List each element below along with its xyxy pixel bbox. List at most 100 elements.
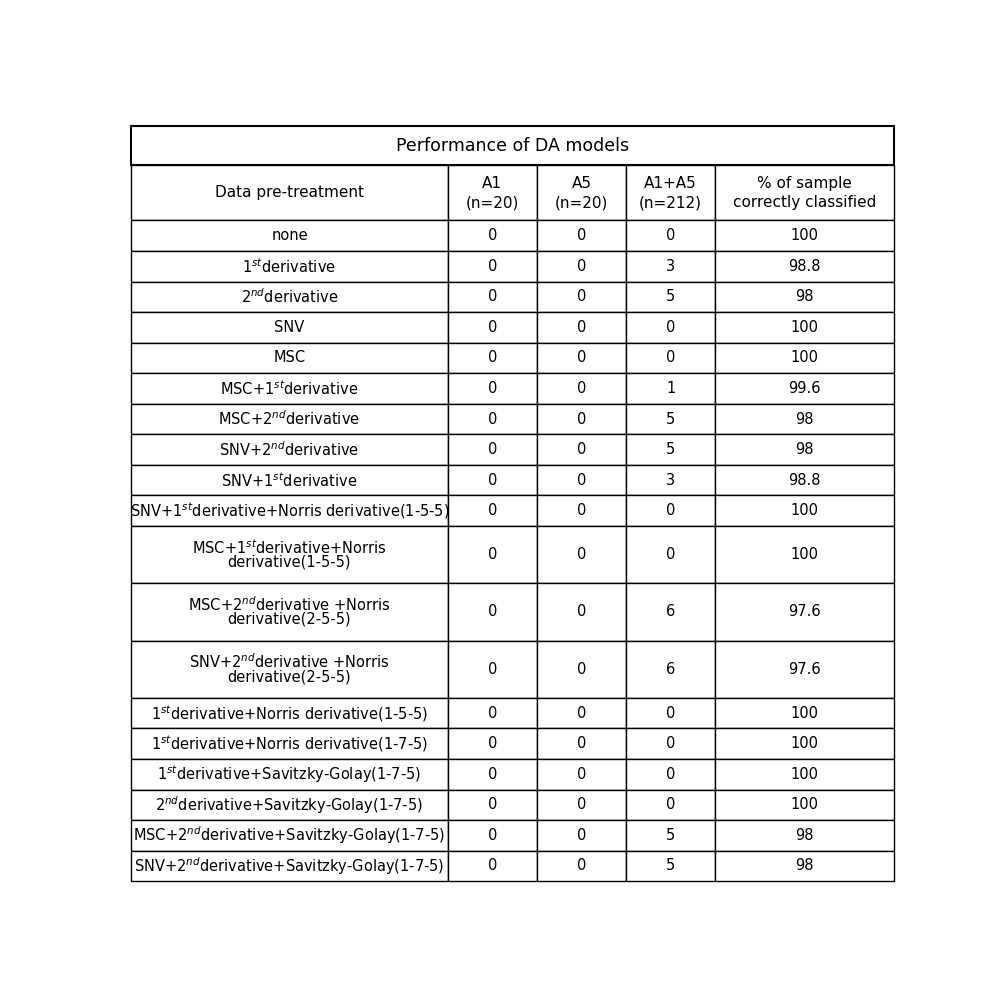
Text: 5: 5 — [666, 442, 675, 458]
Text: 0: 0 — [577, 442, 586, 458]
Bar — [448, 373, 537, 404]
Bar — [537, 373, 626, 404]
Text: 98.8: 98.8 — [788, 473, 821, 488]
Text: 100: 100 — [791, 736, 819, 751]
Bar — [537, 641, 626, 698]
Bar — [131, 790, 448, 821]
Text: 0: 0 — [666, 320, 675, 335]
Bar — [537, 343, 626, 373]
Text: 0: 0 — [666, 706, 675, 721]
Bar — [131, 850, 448, 881]
Bar — [537, 312, 626, 343]
Bar — [537, 404, 626, 435]
Text: 0: 0 — [666, 547, 675, 562]
Bar — [131, 281, 448, 312]
Text: 0: 0 — [577, 767, 586, 782]
Text: SNV+1$^{st}$derivative+Norris derivative(1-5-5): SNV+1$^{st}$derivative+Norris derivative… — [130, 500, 449, 521]
Bar — [626, 281, 715, 312]
Bar — [448, 435, 537, 465]
Text: 98: 98 — [795, 442, 814, 458]
Text: derivative(1-5-5): derivative(1-5-5) — [228, 554, 351, 569]
Text: 0: 0 — [488, 381, 497, 396]
Bar — [131, 526, 448, 583]
Bar — [537, 465, 626, 496]
Text: 0: 0 — [488, 228, 497, 243]
Text: 0: 0 — [488, 858, 497, 873]
Text: A5
(n=20): A5 (n=20) — [555, 175, 608, 210]
Text: 0: 0 — [577, 503, 586, 518]
Bar — [715, 373, 894, 404]
Bar — [131, 312, 448, 343]
Bar — [626, 583, 715, 641]
Text: 100: 100 — [791, 228, 819, 243]
Bar — [715, 435, 894, 465]
Bar — [715, 850, 894, 881]
Bar — [537, 220, 626, 251]
Text: 0: 0 — [577, 473, 586, 488]
Text: 5: 5 — [666, 858, 675, 873]
Text: 1$^{st}$derivative: 1$^{st}$derivative — [242, 257, 336, 276]
Bar — [131, 729, 448, 759]
Bar — [131, 641, 448, 698]
Text: 0: 0 — [488, 351, 497, 366]
Bar — [131, 343, 448, 373]
Bar — [715, 641, 894, 698]
Text: 0: 0 — [488, 503, 497, 518]
Text: 3: 3 — [666, 473, 675, 488]
Bar — [448, 729, 537, 759]
Text: 0: 0 — [488, 828, 497, 842]
Text: 0: 0 — [488, 604, 497, 619]
Bar — [131, 465, 448, 496]
Bar — [448, 790, 537, 821]
Text: 0: 0 — [488, 259, 497, 274]
Text: 98: 98 — [795, 412, 814, 427]
Bar — [626, 850, 715, 881]
Text: 1$^{st}$derivative+Norris derivative(1-5-5): 1$^{st}$derivative+Norris derivative(1-5… — [151, 703, 428, 724]
Text: 100: 100 — [791, 351, 819, 366]
Text: 0: 0 — [577, 289, 586, 304]
Bar — [537, 435, 626, 465]
Bar — [448, 641, 537, 698]
Bar — [715, 220, 894, 251]
Text: 3: 3 — [666, 259, 675, 274]
Bar — [626, 435, 715, 465]
Text: SNV+2$^{nd}$derivative +Norris: SNV+2$^{nd}$derivative +Norris — [189, 652, 390, 671]
Text: 100: 100 — [791, 320, 819, 335]
Text: 0: 0 — [577, 259, 586, 274]
Bar — [626, 373, 715, 404]
Bar — [715, 312, 894, 343]
Bar — [448, 465, 537, 496]
Text: 0: 0 — [488, 736, 497, 751]
Bar — [448, 343, 537, 373]
Bar — [626, 759, 715, 790]
Text: 0: 0 — [577, 320, 586, 335]
Text: 0: 0 — [488, 767, 497, 782]
Bar — [715, 343, 894, 373]
Bar — [131, 698, 448, 729]
Text: 0: 0 — [577, 858, 586, 873]
Text: 100: 100 — [791, 706, 819, 721]
Bar — [626, 641, 715, 698]
Text: MSC+1$^{st}$derivative: MSC+1$^{st}$derivative — [220, 379, 359, 398]
Bar — [448, 281, 537, 312]
Text: SNV: SNV — [274, 320, 305, 335]
Bar — [715, 729, 894, 759]
Text: MSC+2$^{nd}$derivative+Savitzky-Golay(1-7-5): MSC+2$^{nd}$derivative+Savitzky-Golay(1-… — [133, 825, 446, 846]
Bar — [537, 821, 626, 850]
Text: 98: 98 — [795, 858, 814, 873]
Bar — [131, 166, 448, 220]
Text: 0: 0 — [488, 320, 497, 335]
Bar — [537, 850, 626, 881]
Bar — [448, 698, 537, 729]
Text: 1$^{st}$derivative+Savitzky-Golay(1-7-5): 1$^{st}$derivative+Savitzky-Golay(1-7-5) — [157, 764, 422, 785]
Text: 6: 6 — [666, 604, 675, 619]
Bar — [715, 583, 894, 641]
Bar — [626, 343, 715, 373]
Bar — [715, 496, 894, 526]
Text: 0: 0 — [488, 412, 497, 427]
Text: 0: 0 — [488, 798, 497, 813]
Text: 0: 0 — [666, 351, 675, 366]
Bar — [448, 312, 537, 343]
Text: A1+A5
(n=212): A1+A5 (n=212) — [639, 175, 702, 210]
Text: 0: 0 — [488, 289, 497, 304]
